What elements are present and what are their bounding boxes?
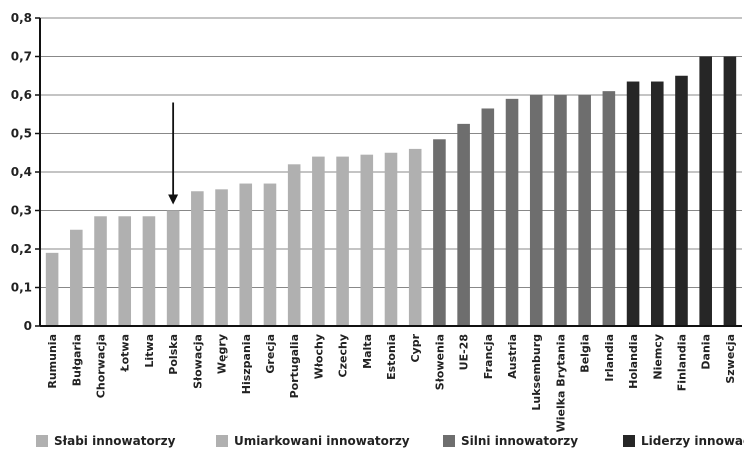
highlight-arrow (168, 102, 179, 205)
bar (626, 81, 640, 327)
x-tick-label: Bułgaria (70, 334, 83, 386)
y-tick-label: 0,5 (11, 127, 32, 141)
x-tick-label: Luksemburg (530, 334, 543, 411)
legend: Słabi innowatorzy Umiarkowani innowatorzy… (36, 434, 744, 448)
bar (239, 183, 253, 326)
legend-swatch (623, 435, 635, 447)
x-tick-label: Austria (506, 334, 519, 379)
bar (529, 95, 543, 326)
y-tick-label: 0,7 (11, 50, 32, 64)
x-tick-label: Słowenia (433, 334, 446, 390)
legend-label: Słabi innowatorzy (54, 434, 176, 448)
x-tick-label: Francja (482, 334, 495, 379)
x-tick-label: Szwecja (724, 334, 737, 384)
x-tick-label: Finlandia (675, 334, 688, 391)
bar (408, 148, 422, 326)
bar (118, 216, 132, 326)
bar (675, 75, 688, 326)
x-tick-label: Malta (361, 334, 374, 369)
x-tick-label: Hiszpania (240, 334, 253, 394)
legend-label: Liderzy innowacji (641, 434, 744, 448)
bar (723, 56, 737, 326)
x-tick-label: Dania (700, 334, 713, 370)
x-tick-label: UE-28 (458, 334, 471, 370)
bar (70, 229, 83, 326)
x-tick-label: Estonia (385, 334, 398, 380)
bar (191, 191, 204, 326)
bar (481, 108, 495, 326)
bar (287, 164, 301, 326)
y-tick-label: 0,2 (11, 242, 32, 256)
x-tick-label: Polska (167, 334, 180, 375)
bar (505, 98, 519, 326)
bar (166, 210, 180, 326)
category-labels: Rumunia Bułgaria Chorwacja Łotwa Litwa Polska… (46, 333, 737, 432)
x-tick-label: Rumunia (46, 334, 59, 389)
y-tick-label: 0,8 (11, 11, 32, 25)
x-tick-label: Portugalia (288, 334, 301, 398)
legend-swatch (443, 435, 455, 447)
legend-label: Umiarkowani innowatorzy (234, 434, 410, 448)
x-tick-label: Holandia (627, 334, 640, 389)
x-tick-label: Łotwa (119, 334, 132, 372)
y-tick-label: 0,1 (11, 281, 32, 295)
x-tick-label: Chorwacja (95, 334, 108, 398)
x-tick-label: Czechy (337, 334, 350, 377)
y-tick-label: 0,4 (11, 165, 32, 179)
legend-swatch (216, 435, 228, 447)
x-tick-label: Irlandia (603, 334, 616, 382)
x-tick-label: Grecja (264, 334, 277, 374)
bar (94, 216, 107, 326)
bar (215, 189, 228, 326)
x-tick-label: Belgia (579, 334, 592, 373)
bar (699, 56, 712, 326)
x-tick-label: Cypr (409, 333, 422, 362)
legend-swatch (36, 435, 48, 447)
bar (433, 139, 446, 326)
x-tick-label: Włochy (312, 334, 325, 379)
y-axis-ticks: 0 0,1 0,2 0,3 0,4 0,5 0,6 0,7 0,8 (11, 11, 40, 333)
y-tick-label: 0,3 (11, 204, 32, 218)
y-tick-label: 0 (24, 319, 32, 333)
bar (263, 183, 277, 326)
x-tick-label: Litwa (143, 334, 156, 368)
bar (360, 154, 374, 326)
bar (384, 152, 398, 326)
x-tick-label: Słowacja (191, 334, 204, 389)
x-tick-label: Węgry (216, 334, 229, 374)
bar (578, 95, 591, 326)
arrow-head (168, 194, 179, 205)
x-tick-label: Wielka Brytania (554, 334, 567, 432)
bar (554, 95, 567, 326)
bar (142, 216, 156, 326)
bar (312, 156, 325, 326)
bar (45, 252, 59, 326)
x-tick-label: Niemcy (651, 334, 664, 380)
bar (336, 156, 349, 326)
bar (457, 123, 470, 326)
y-tick-label: 0,6 (11, 88, 32, 102)
legend-label: Silni innowatorzy (461, 434, 578, 448)
bars (45, 56, 737, 327)
bar (650, 81, 664, 327)
bar (602, 91, 616, 327)
